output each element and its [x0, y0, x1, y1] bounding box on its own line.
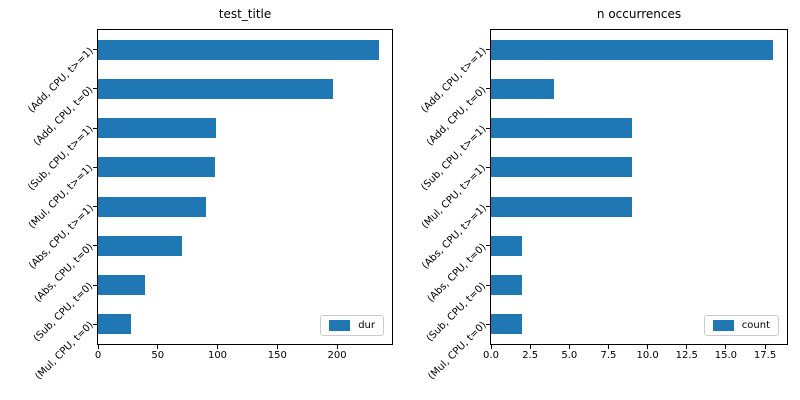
y-tick — [93, 127, 97, 129]
x-tick — [97, 345, 99, 349]
x-tick — [217, 345, 218, 349]
x-tick-label: 7.5 — [600, 350, 617, 361]
bar — [98, 235, 182, 256]
x-tick — [276, 345, 278, 349]
plot-area: (Add, CPU, t>=1) (Add, CPU, t=0) (Sub, CPU… — [26, 29, 393, 383]
bar — [491, 78, 554, 99]
bar — [98, 196, 206, 217]
x-tick-label: 150 — [267, 350, 287, 361]
y-tick — [93, 166, 97, 168]
y-tick — [93, 49, 97, 51]
x-tick-label: 0 — [94, 350, 102, 361]
bar — [98, 118, 217, 139]
legend-swatch — [712, 320, 734, 331]
bar — [491, 314, 523, 335]
x-tick — [686, 345, 688, 349]
x-tick-label: 10.0 — [636, 350, 659, 361]
x-tick — [764, 345, 766, 349]
right-chart: n occurrences (Add, CPU, t>=1) (Add, CPU,… — [419, 7, 788, 383]
y-tick — [486, 284, 490, 286]
y-tick — [93, 245, 97, 247]
bar — [491, 157, 632, 178]
bar — [491, 275, 523, 296]
legend-swatch — [329, 320, 351, 331]
y-tick — [93, 88, 97, 90]
y-tick — [486, 49, 490, 51]
y-tick — [93, 284, 97, 286]
x-tick — [336, 345, 338, 349]
x-tick — [157, 345, 159, 349]
y-tick — [93, 323, 97, 325]
x-tick-label: 17.5 — [753, 350, 777, 361]
bar — [98, 157, 216, 178]
chart-title: test_title — [218, 7, 272, 21]
x-tick-label: 0.0 — [483, 350, 499, 361]
x-tick — [725, 345, 727, 349]
y-tick — [486, 323, 490, 325]
x-tick-label: 15.0 — [714, 350, 738, 361]
x-tick — [607, 345, 609, 349]
y-tick — [93, 206, 97, 208]
x-tick-label: 200 — [327, 350, 347, 361]
bar — [491, 235, 523, 256]
y-tick-label: (Add, CPU, t>=1) — [419, 45, 489, 115]
bar — [98, 275, 145, 296]
x-tick — [568, 345, 570, 349]
y-tick — [486, 245, 490, 247]
bar — [98, 314, 132, 335]
y-tick — [486, 206, 490, 208]
legend-label: dur — [358, 320, 375, 331]
x-tick — [490, 345, 492, 349]
x-tick-label: 12.5 — [675, 350, 698, 361]
bar — [98, 78, 334, 99]
bar — [98, 39, 379, 60]
x-tick-label: 50 — [151, 350, 165, 361]
chart-title: n occurrences — [596, 7, 682, 21]
legend: dur — [320, 315, 384, 336]
x-tick — [529, 345, 531, 349]
y-tick — [486, 166, 490, 168]
bar — [491, 196, 632, 217]
left-chart: test_title (Add, CPU, t>=1) (Add, CPU, t=… — [26, 7, 393, 383]
y-tick — [486, 88, 490, 90]
x-tick-label: 5.0 — [561, 350, 578, 361]
x-tick-label: 2.5 — [522, 350, 539, 361]
bar — [491, 39, 773, 60]
x-tick-label: 100 — [207, 350, 228, 361]
plot-area: (Add, CPU, t>=1) (Add, CPU, t=0) (Sub, CPU… — [419, 29, 788, 383]
x-tick — [647, 345, 649, 349]
y-tick-label: (Add, CPU, t>=1) — [26, 45, 96, 115]
y-tick — [486, 127, 490, 129]
legend-label: count — [741, 320, 770, 331]
legend: count — [703, 315, 779, 336]
bar — [491, 118, 632, 139]
